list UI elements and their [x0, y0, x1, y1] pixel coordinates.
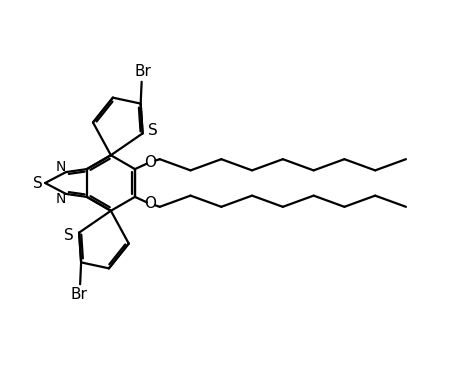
Text: O: O — [144, 196, 156, 211]
Text: O: O — [144, 155, 156, 170]
Text: Br: Br — [134, 64, 151, 79]
Text: S: S — [148, 123, 158, 138]
Text: Br: Br — [71, 287, 87, 302]
Text: S: S — [34, 176, 43, 190]
Text: S: S — [64, 228, 74, 243]
Text: N: N — [56, 192, 66, 206]
Text: N: N — [56, 160, 66, 174]
